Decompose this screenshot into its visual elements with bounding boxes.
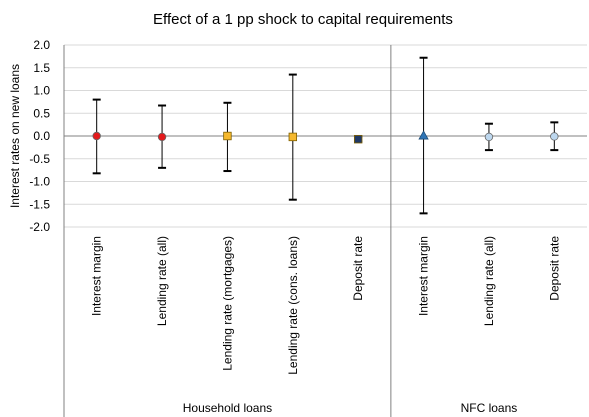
y-tick-label: -1.5 [29,197,50,211]
y-tick-label: -2.0 [29,220,50,234]
category-label: Deposit rate [547,236,561,301]
y-tick-label: -1.0 [29,175,50,189]
marker-circle [157,132,167,142]
group-label: Household loans [183,401,272,415]
category-labels: Interest margin Lending rate (all) Lending… [90,236,562,375]
y-tick-label: 1.5 [33,61,50,75]
category-label: Deposit rate [351,236,365,301]
y-tick-label: 2.0 [33,38,50,52]
grid [64,44,587,228]
marker-circle [92,131,101,141]
axes [63,45,587,417]
marker-circle [484,132,494,142]
category-label: Lending rate (all) [155,236,169,326]
y-tick-label: -0.5 [29,152,50,166]
y-tick-label: 0.0 [33,129,50,143]
category-label: Lending rate (cons. loans) [286,236,300,375]
category-label: Lending rate (mortgages) [220,236,234,371]
marker-square [288,132,298,142]
marker-square [223,131,232,141]
y-tick-label: 1.0 [33,84,50,98]
group-label: NFC loans [461,401,518,415]
markers [92,130,559,144]
y-ticks: 2.0 1.5 1.0 0.5 0.0 -0.5 -1.0 -1.5 -2.0 [29,38,50,234]
group-labels: Household loans NFC loans [183,401,518,415]
category-label: Interest margin [417,236,431,316]
y-axis-label: Interest rates on new loans [8,64,22,208]
marker-square [353,134,363,144]
category-label: Lending rate (all) [482,236,496,326]
y-tick-label: 0.5 [33,106,50,120]
marker-triangle [418,130,429,140]
category-label: Interest margin [90,236,104,316]
marker-circle [550,132,559,141]
chart-title: Effect of a 1 pp shock to capital requir… [153,11,453,28]
